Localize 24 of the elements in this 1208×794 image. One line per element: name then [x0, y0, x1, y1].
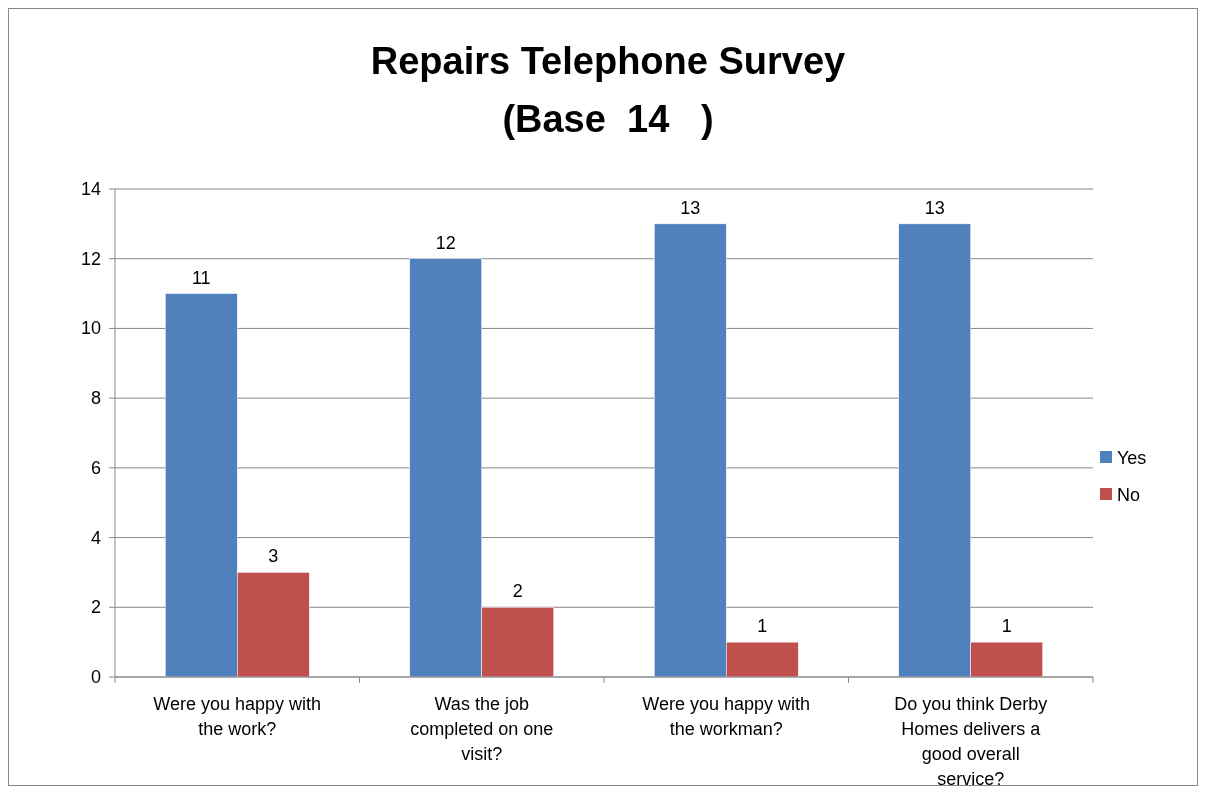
- chart-subtitle: (Base 14 ): [502, 98, 714, 140]
- x-tick-label: Do you think Derby Homes delivers a good overall service?: [894, 694, 1048, 789]
- data-label: 11: [191, 267, 211, 288]
- data-label: 12: [435, 232, 456, 253]
- x-tick-label: Was the job completed on one visit?: [410, 694, 554, 764]
- y-tick-label: 4: [90, 527, 101, 548]
- y-tick-label: 8: [90, 388, 101, 409]
- data-label: 13: [924, 197, 945, 218]
- y-tick-label: 0: [90, 667, 101, 687]
- x-tick-label: Were you happy with the workman?: [642, 694, 811, 739]
- data-label: 2: [512, 581, 523, 602]
- y-tick-label: 10: [80, 318, 101, 339]
- y-tick-label: 2: [90, 597, 101, 618]
- y-tick-label: 6: [90, 457, 101, 478]
- y-tick-label: 14: [80, 179, 101, 199]
- legend-label: Yes: [1117, 448, 1147, 468]
- x-tick-label: Were you happy with the work?: [153, 694, 322, 739]
- chart-title: Repairs Telephone Survey: [370, 40, 846, 82]
- data-label: 13: [680, 197, 701, 218]
- y-tick-label: 12: [80, 248, 101, 269]
- data-label: 1: [757, 616, 768, 637]
- data-label: 3: [268, 546, 279, 567]
- data-label: 1: [1001, 616, 1012, 637]
- legend-label: No: [1117, 485, 1141, 505]
